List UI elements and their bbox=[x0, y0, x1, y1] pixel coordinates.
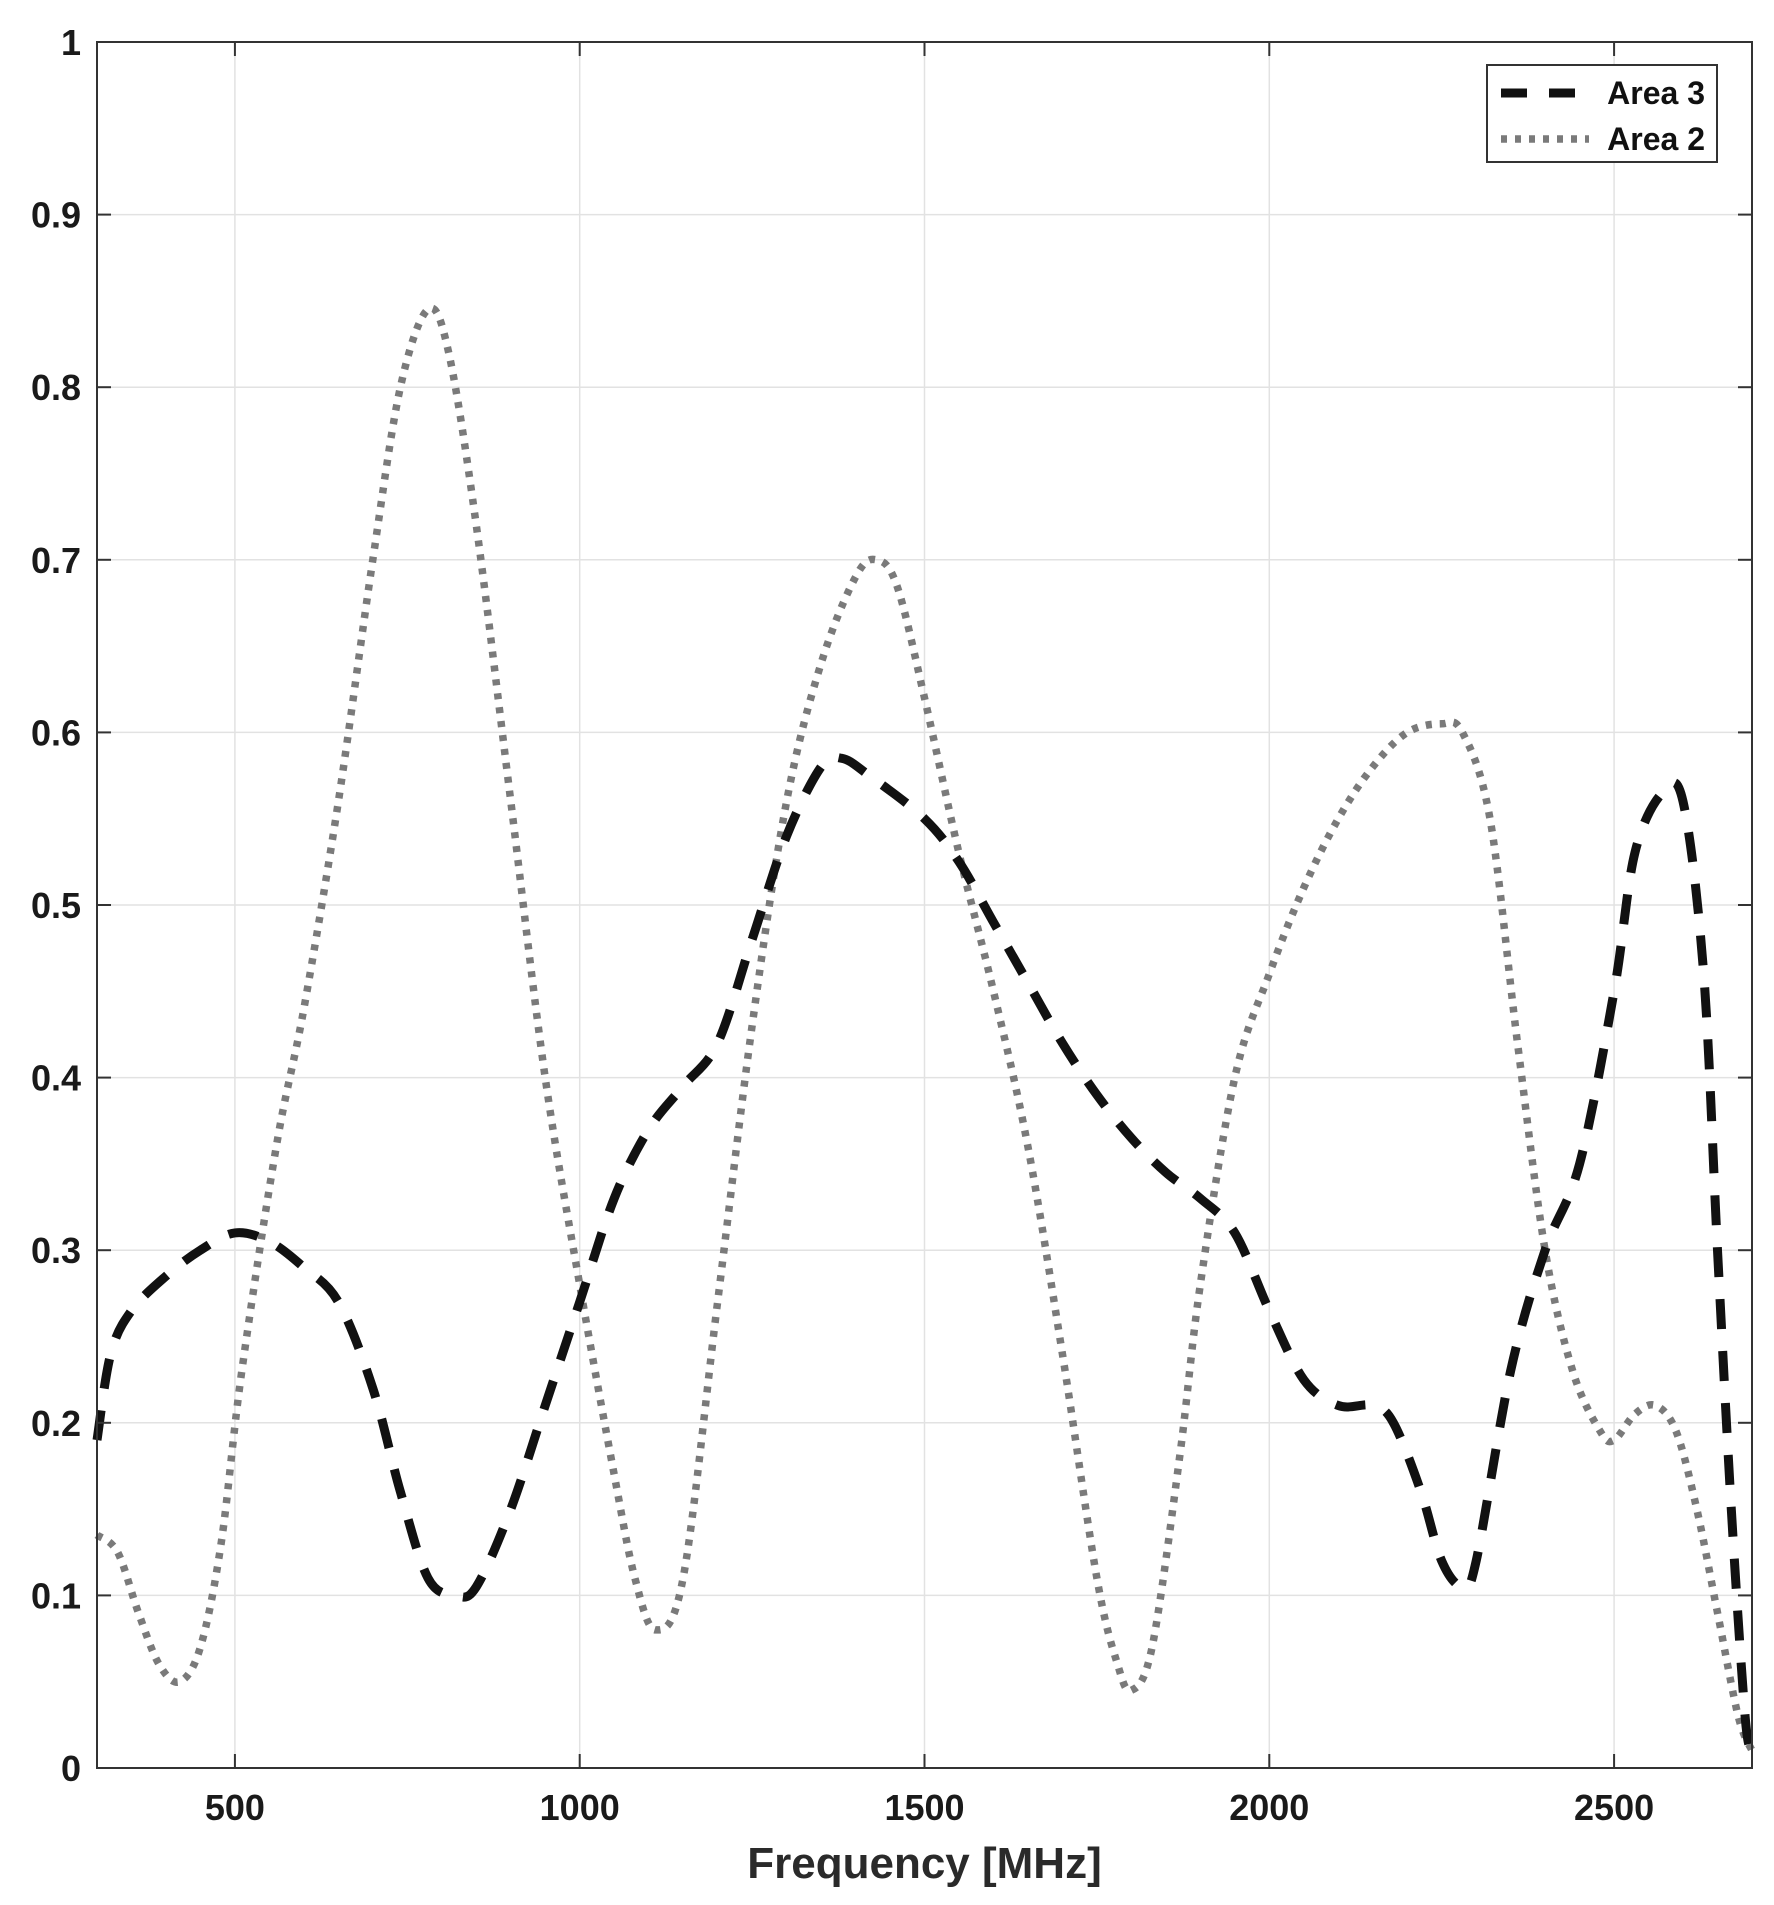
y-tick-label: 0.6 bbox=[31, 712, 81, 753]
legend: Area 3 Area 2 bbox=[1486, 64, 1718, 163]
y-tick-label: 0.5 bbox=[31, 885, 81, 926]
grid-lines bbox=[97, 42, 1752, 1768]
x-tick-label: 2000 bbox=[1229, 1787, 1309, 1828]
legend-label-area-3: Area 3 bbox=[1607, 75, 1705, 111]
legend-label-area-2: Area 2 bbox=[1607, 121, 1705, 157]
y-tick-label: 0.7 bbox=[31, 540, 81, 581]
y-tick-label: 0.8 bbox=[31, 367, 81, 408]
series-line-area-3 bbox=[92, 752, 1757, 1753]
series-line-area-2 bbox=[94, 304, 1756, 1753]
legend-box bbox=[1486, 64, 1718, 163]
x-axis-label: Frequency [MHz] bbox=[747, 1839, 1101, 1888]
y-axis-tick-labels: 0 0.1 0.2 0.3 0.4 0.5 0.6 0.7 0.8 0.9 1 bbox=[31, 22, 81, 1789]
y-tick-label: 0.2 bbox=[31, 1403, 81, 1444]
x-axis-tick-labels: 500 1000 1500 2000 2500 bbox=[205, 1787, 1654, 1828]
x-tick-label: 1500 bbox=[884, 1787, 964, 1828]
x-tick-label: 2500 bbox=[1574, 1787, 1654, 1828]
y-tick-label: 0.3 bbox=[31, 1230, 81, 1271]
y-tick-label: 0.1 bbox=[31, 1575, 81, 1616]
y-tick-label: 0.9 bbox=[31, 195, 81, 236]
axis-ticks bbox=[97, 41, 1752, 1769]
x-tick-label: 500 bbox=[205, 1787, 265, 1828]
x-tick-label: 1000 bbox=[540, 1787, 620, 1828]
y-tick-label: 0 bbox=[61, 1748, 81, 1789]
y-tick-label: 1 bbox=[61, 22, 81, 63]
y-tick-label: 0.4 bbox=[31, 1058, 81, 1099]
plot-series bbox=[92, 304, 1757, 1753]
